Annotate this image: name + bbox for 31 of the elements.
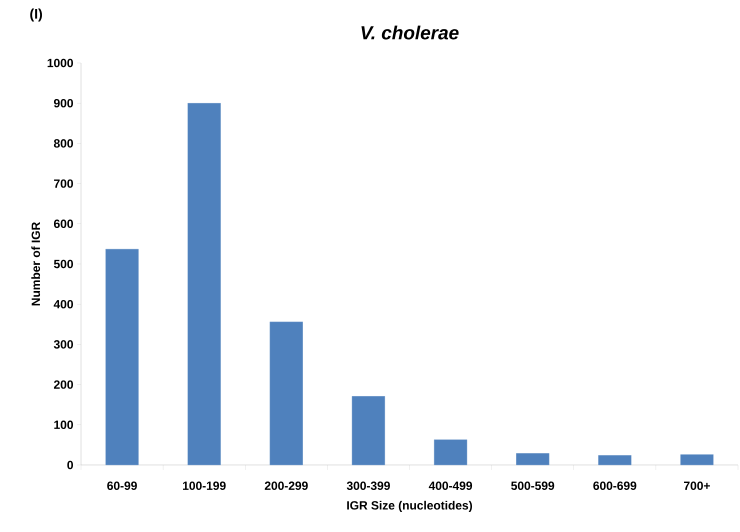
x-tick-label: 60-99 xyxy=(107,482,137,490)
bar xyxy=(680,454,714,466)
bar xyxy=(188,102,221,466)
y-tick-label: 0 xyxy=(67,460,73,470)
bar xyxy=(598,455,632,466)
chart-title: V. cholerae xyxy=(361,26,459,40)
x-tick-label: 700+ xyxy=(684,482,710,490)
y-tick-label: 900 xyxy=(54,98,73,108)
y-tick-label: 800 xyxy=(54,139,73,148)
x-tick-label: 100-199 xyxy=(183,482,226,490)
x-tick-label: 500-599 xyxy=(511,482,554,490)
bar xyxy=(434,439,468,466)
bar xyxy=(352,396,386,466)
text: (I) xyxy=(30,8,42,22)
y-tick-label: 700 xyxy=(54,179,73,188)
y-tick-label: 500 xyxy=(54,260,73,268)
x-tick-label: 400-499 xyxy=(428,482,472,490)
x-tick-label: 600-699 xyxy=(593,482,636,490)
bar xyxy=(516,453,550,466)
y-tick-label: 200 xyxy=(54,380,73,389)
y-tick-label: 600 xyxy=(54,220,73,228)
y-tick-label: 100 xyxy=(54,420,73,430)
x-tick-label: 200-299 xyxy=(264,482,308,490)
y-axis-title: Number of IGR xyxy=(31,222,40,306)
y-tick-label: 1000 xyxy=(48,58,73,68)
x-tick-label: 300-399 xyxy=(346,482,390,490)
y-tick-label: 400 xyxy=(54,300,73,308)
bar xyxy=(105,248,139,466)
bar xyxy=(270,322,303,466)
y-tick-label: 300 xyxy=(54,340,73,349)
x-axis-title: IGR Size (nucleotides) xyxy=(347,500,472,512)
